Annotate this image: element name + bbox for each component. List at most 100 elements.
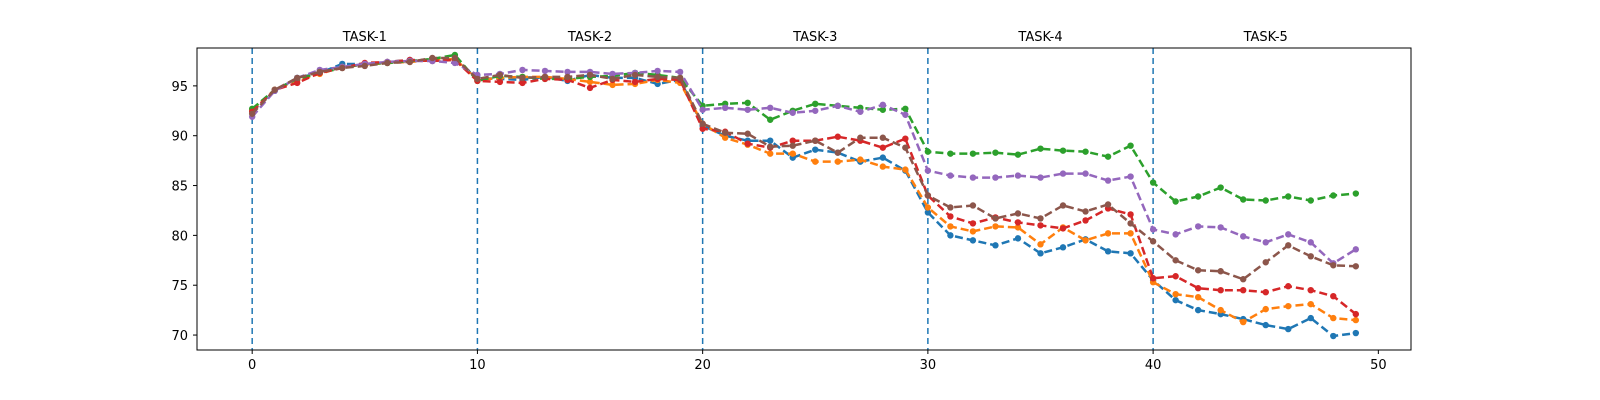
data-point: [1262, 321, 1269, 329]
data-point: [1014, 224, 1022, 231]
plot-background: [197, 48, 1411, 350]
data-point: [1059, 202, 1067, 209]
data-point: [1172, 273, 1179, 280]
data-point: [1217, 224, 1224, 231]
data-point: [1330, 292, 1337, 300]
data-point: [969, 174, 977, 181]
data-point: [744, 106, 751, 113]
data-point: [1330, 332, 1337, 340]
task-label: TASK-2: [567, 30, 612, 45]
data-point: [947, 223, 954, 230]
task-labels: TASK-1 TASK-2 TASK-3 TASK-4 TASK-5: [342, 30, 1288, 45]
data-point: [1082, 170, 1089, 177]
data-point: [834, 133, 841, 140]
data-point: [767, 137, 774, 144]
data-point: [812, 100, 819, 108]
data-point: [1014, 151, 1022, 158]
data-point: [429, 54, 436, 62]
x-tick-label: 10: [469, 358, 486, 373]
data-point: [1149, 275, 1157, 282]
data-point: [1059, 170, 1067, 177]
data-point: [1217, 286, 1224, 294]
data-point: [721, 134, 729, 141]
data-point: [924, 148, 932, 155]
data-point: [789, 137, 796, 144]
data-point: [1172, 198, 1179, 205]
data-point: [1217, 184, 1224, 191]
task-label: TASK-5: [1243, 30, 1288, 45]
data-point: [676, 68, 684, 76]
x-tick-label: 20: [694, 358, 711, 373]
data-point: [744, 140, 751, 147]
data-point: [541, 67, 549, 75]
data-point: [1172, 257, 1179, 264]
data-point: [1352, 329, 1360, 337]
data-point: [1082, 148, 1089, 155]
y-tick-label: 90: [171, 130, 188, 145]
data-point: [1194, 293, 1202, 301]
data-point: [879, 134, 887, 141]
data-point: [294, 74, 301, 82]
data-point: [1285, 302, 1292, 310]
data-point: [992, 149, 999, 156]
data-point: [699, 106, 706, 113]
data-point: [789, 109, 796, 116]
data-point: [1127, 250, 1134, 257]
data-point: [1127, 230, 1134, 237]
data-point: [451, 54, 459, 62]
data-point: [1172, 290, 1179, 298]
y-tick-label: 95: [171, 80, 188, 95]
plot-frame: [196, 47, 1412, 351]
data-point: [1285, 283, 1292, 290]
data-point: [1037, 222, 1044, 229]
data-point: [654, 67, 661, 75]
data-point: [586, 84, 594, 92]
data-point: [609, 70, 616, 78]
data-point: [1104, 177, 1112, 184]
data-point: [947, 150, 954, 157]
y-tick-label: 85: [171, 180, 188, 195]
data-point: [474, 75, 481, 83]
data-point: [1285, 325, 1292, 333]
data-point: [361, 62, 368, 70]
data-point: [631, 71, 639, 79]
data-point: [1194, 193, 1202, 200]
data-point: [789, 150, 796, 157]
data-point: [1059, 147, 1067, 154]
data-point: [992, 215, 999, 222]
data-point: [834, 158, 841, 165]
data-point: [969, 237, 977, 244]
data-point: [406, 58, 414, 66]
data-point: [992, 242, 999, 249]
data-point: [879, 144, 887, 151]
data-point: [969, 150, 977, 157]
series-layer: [248, 51, 1360, 340]
data-point: [1217, 268, 1224, 275]
data-point: [699, 120, 706, 127]
data-point: [1240, 196, 1247, 203]
data-point: [1262, 288, 1269, 296]
data-point: [1014, 210, 1022, 217]
data-point: [1307, 239, 1314, 246]
data-point: [1149, 179, 1157, 186]
data-point: [1127, 220, 1134, 227]
data-point: [947, 204, 954, 211]
data-point: [271, 86, 278, 94]
data-point: [1037, 215, 1044, 222]
data-point: [834, 102, 841, 110]
data-point: [519, 66, 526, 74]
data-point: [1014, 219, 1022, 226]
data-point: [969, 220, 977, 227]
data-point: [902, 166, 909, 173]
data-point: [1149, 238, 1157, 245]
data-point: [1059, 225, 1067, 232]
data-point: [564, 68, 571, 76]
data-point: [902, 105, 909, 112]
series-line: [251, 59, 1357, 265]
data-point: [1194, 223, 1202, 230]
data-point: [519, 74, 526, 82]
data-point: [1104, 153, 1112, 160]
data-point: [721, 129, 729, 136]
data-point: [902, 144, 909, 151]
